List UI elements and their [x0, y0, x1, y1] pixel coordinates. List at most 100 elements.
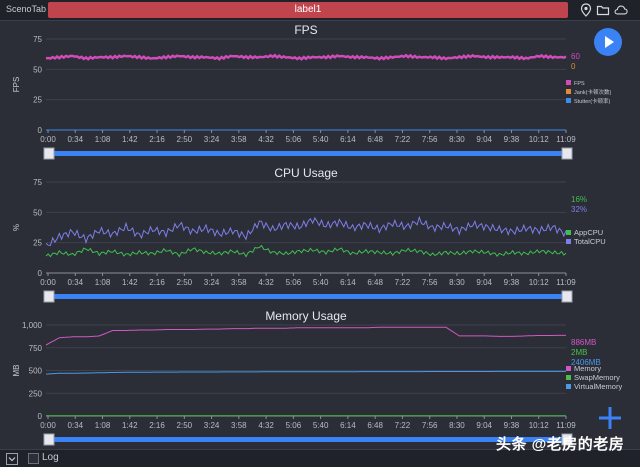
x-tick-label: 10:12: [529, 135, 550, 144]
x-tick-label: 7:22: [395, 278, 411, 287]
x-tick-label: 9:04: [476, 278, 492, 287]
x-tick-label: 5:06: [286, 278, 302, 287]
y-tick-label: 75: [33, 35, 42, 44]
x-tick-label: 0:34: [67, 421, 83, 430]
legend-swatch: [566, 375, 571, 380]
legend-label: TotalCPU: [574, 237, 606, 246]
location-icon[interactable]: [579, 3, 593, 17]
x-tick-label: 9:38: [504, 421, 520, 430]
cloud-icon[interactable]: [614, 3, 628, 17]
legend-label: Stutter(卡顿率): [574, 97, 611, 105]
folder-icon[interactable]: [596, 3, 610, 17]
x-tick-label: 11:09: [556, 421, 576, 430]
y-tick-label: 0: [38, 412, 43, 421]
x-tick-label: 6:48: [367, 421, 383, 430]
legend-swatch: [566, 239, 571, 244]
legend-swatch: [566, 366, 571, 371]
series-line: [45, 326, 566, 346]
legend-label: Memory: [574, 364, 601, 373]
tab-label1[interactable]: label1: [48, 2, 568, 18]
legend-label: FPS: [574, 81, 585, 87]
current-value-label: 60: [571, 52, 580, 61]
x-tick-label: 8:30: [449, 421, 465, 430]
current-value-label: 886MB: [571, 338, 596, 347]
x-tick-label: 5:06: [286, 421, 302, 430]
x-tick-label: 6:14: [340, 278, 356, 287]
x-tick-label: 6:48: [367, 135, 383, 144]
current-value-label: 32%: [571, 205, 587, 214]
x-tick-label: 4:32: [258, 278, 274, 287]
x-tick-label: 10:12: [529, 421, 550, 430]
x-tick-label: 7:22: [395, 421, 411, 430]
y-tick-label: 0: [38, 269, 43, 278]
x-tick-label: 7:22: [395, 135, 411, 144]
legend-swatch: [566, 98, 571, 103]
range-handle-right: [561, 290, 573, 303]
y-axis-label: MB: [12, 365, 21, 377]
range-handle-left: [43, 290, 55, 303]
x-tick-label: 1:08: [95, 135, 111, 144]
x-tick-label: 7:56: [422, 421, 438, 430]
play-button[interactable]: [594, 28, 622, 56]
x-tick-label: 1:08: [95, 421, 111, 430]
x-tick-label: 11:09: [556, 278, 576, 287]
x-tick-label: 9:04: [476, 135, 492, 144]
x-tick-label: 9:38: [504, 278, 520, 287]
x-tick-label: 2:16: [149, 278, 165, 287]
x-tick-label: 1:42: [122, 421, 138, 430]
range-handle-right: [561, 147, 573, 160]
range-handle-right: [561, 433, 573, 446]
range-slider: [48, 437, 568, 442]
x-tick-label: 3:58: [231, 135, 247, 144]
app-title: ScenoTab: [6, 4, 47, 14]
play-icon: [605, 36, 614, 48]
y-tick-label: 25: [33, 239, 42, 248]
x-tick-label: 5:40: [313, 421, 329, 430]
range-handle-left: [43, 147, 55, 160]
x-tick-label: 3:24: [204, 421, 220, 430]
y-tick-label: 250: [29, 389, 43, 398]
series-line: [45, 370, 566, 375]
x-tick-label: 2:50: [177, 135, 193, 144]
chevron-down-icon[interactable]: [6, 453, 18, 465]
x-tick-label: 3:24: [204, 278, 220, 287]
y-tick-label: 75: [33, 178, 42, 187]
fps-chart: FPSFPS0255075600FPSJank(卡顿次数)Stutter(卡顿率…: [12, 23, 611, 160]
charts-panel: FPS FPS 0 25 50 75 60 0 FPS Jank(卡顿次数) Stutter(卡顿率…: [0, 21, 640, 449]
chart-title: CPU Usage: [274, 166, 338, 180]
plus-icon[interactable]: [596, 404, 624, 432]
x-tick-label: 3:58: [231, 278, 247, 287]
x-tick-label: 7:56: [422, 278, 438, 287]
x-tick-label: 4:32: [258, 135, 274, 144]
x-tick-label: 8:30: [449, 135, 465, 144]
chart-title: Memory Usage: [265, 309, 347, 323]
x-tick-label: 8:30: [449, 278, 465, 287]
range-slider: [48, 294, 568, 299]
x-tick-label: 5:06: [286, 135, 302, 144]
x-tick-label: 4:32: [258, 421, 274, 430]
legend-swatch: [566, 230, 571, 235]
top-bar: ScenoTab label1: [0, 0, 640, 21]
y-tick-label: 50: [33, 65, 42, 74]
x-tick-label: 6:14: [340, 421, 356, 430]
series-line: [45, 244, 567, 258]
x-tick-label: 1:42: [122, 135, 138, 144]
y-tick-label: 50: [33, 208, 42, 217]
x-tick-label: 10:12: [529, 278, 550, 287]
log-checkbox[interactable]: [28, 453, 39, 464]
x-tick-label: 7:56: [422, 135, 438, 144]
legend-swatch: [566, 80, 571, 85]
y-tick-label: 500: [29, 367, 43, 376]
legend-swatch: [566, 89, 571, 94]
x-tick-label: 9:04: [476, 421, 492, 430]
watermark: 头条 @老房的老房: [496, 436, 625, 453]
legend-label: VirtualMemory: [574, 382, 622, 391]
current-value-label: 16%: [571, 195, 587, 204]
x-tick-label: 5:40: [313, 278, 329, 287]
x-tick-label: 0:34: [67, 135, 83, 144]
x-tick-label: 9:38: [504, 135, 520, 144]
series-line: [45, 53, 567, 62]
x-tick-label: 2:16: [149, 421, 165, 430]
x-tick-label: 6:48: [367, 278, 383, 287]
